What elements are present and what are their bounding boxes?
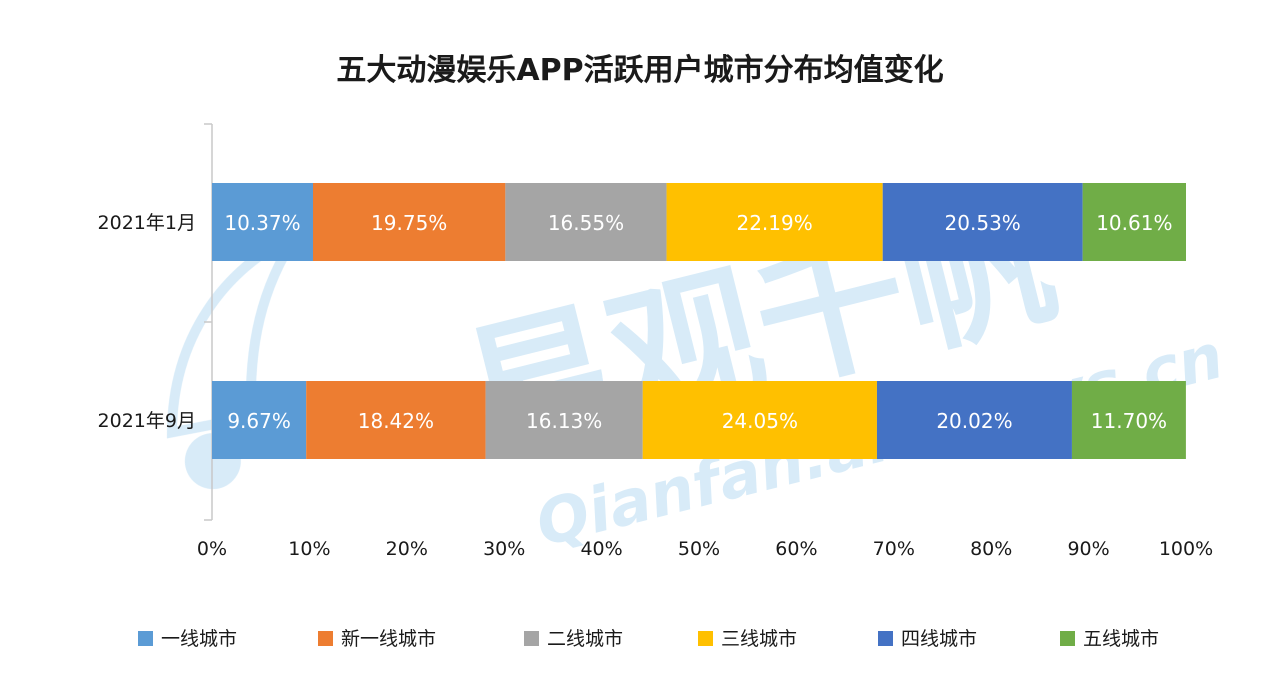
data-label: 16.13% bbox=[526, 409, 602, 433]
legend: 一线城市 新一线城市 二线城市 三线城市 四线城市 五线城市 bbox=[138, 628, 1159, 650]
bar-segment bbox=[485, 381, 643, 459]
x-tick-label: 10% bbox=[288, 538, 330, 560]
x-tick-label: 100% bbox=[1159, 538, 1213, 560]
legend-label: 二线城市 bbox=[547, 628, 623, 650]
legend-swatch bbox=[138, 631, 153, 646]
data-label: 20.53% bbox=[945, 211, 1021, 235]
legend-label: 一线城市 bbox=[161, 628, 237, 650]
legend-swatch bbox=[318, 631, 333, 646]
legend-label: 新一线城市 bbox=[341, 628, 436, 650]
data-label: 22.19% bbox=[736, 211, 812, 235]
bar-segment bbox=[313, 183, 506, 261]
x-tick-label: 0% bbox=[197, 538, 227, 560]
data-label: 10.37% bbox=[224, 211, 300, 235]
data-label: 16.55% bbox=[548, 211, 624, 235]
data-label: 11.70% bbox=[1091, 409, 1167, 433]
data-label: 9.67% bbox=[227, 409, 291, 433]
legend-swatch bbox=[524, 631, 539, 646]
bar-segment bbox=[212, 183, 314, 261]
chart-title: 五大动漫娱乐APP活跃用户城市分布均值变化 bbox=[336, 53, 943, 88]
legend-label: 三线城市 bbox=[721, 628, 797, 650]
legend-label: 五线城市 bbox=[1083, 628, 1159, 650]
x-tick-label: 60% bbox=[775, 538, 817, 560]
y-tick-label: 2021年9月 bbox=[98, 410, 196, 432]
bar-segment bbox=[1082, 183, 1186, 261]
bar-segment bbox=[642, 381, 877, 459]
data-label: 24.05% bbox=[722, 409, 798, 433]
y-tick-labels: 2021年1月 2021年9月 bbox=[98, 212, 196, 432]
x-tick-labels: 0% 10% 20% 30% 40% 50% 60% 70% 80% 90% 100% bbox=[197, 538, 1213, 560]
data-label: 20.02% bbox=[936, 409, 1012, 433]
legend-swatch bbox=[698, 631, 713, 646]
x-tick-label: 70% bbox=[873, 538, 915, 560]
x-tick-label: 80% bbox=[970, 538, 1012, 560]
x-tick-label: 20% bbox=[386, 538, 428, 560]
bar-segment bbox=[505, 183, 667, 261]
bar-segment bbox=[212, 381, 307, 459]
x-tick-label: 50% bbox=[678, 538, 720, 560]
bar-segment bbox=[882, 183, 1083, 261]
bar-segment bbox=[1071, 381, 1186, 459]
legend-swatch bbox=[878, 631, 893, 646]
bar-segment bbox=[876, 381, 1072, 459]
x-tick-label: 40% bbox=[580, 538, 622, 560]
data-label: 18.42% bbox=[358, 409, 434, 433]
y-tick-label: 2021年1月 bbox=[98, 212, 196, 234]
x-tick-label: 30% bbox=[483, 538, 525, 560]
bar-segment bbox=[306, 381, 486, 459]
bars-group: 10.37% 19.75% 16.55% 22.19% 20.53% 10.61% 9.67… bbox=[212, 183, 1186, 459]
legend-label: 四线城市 bbox=[901, 628, 977, 650]
x-tick-label: 90% bbox=[1067, 538, 1109, 560]
data-label: 19.75% bbox=[371, 211, 447, 235]
legend-swatch bbox=[1060, 631, 1075, 646]
data-label: 10.61% bbox=[1096, 211, 1172, 235]
bar-segment bbox=[666, 183, 883, 261]
